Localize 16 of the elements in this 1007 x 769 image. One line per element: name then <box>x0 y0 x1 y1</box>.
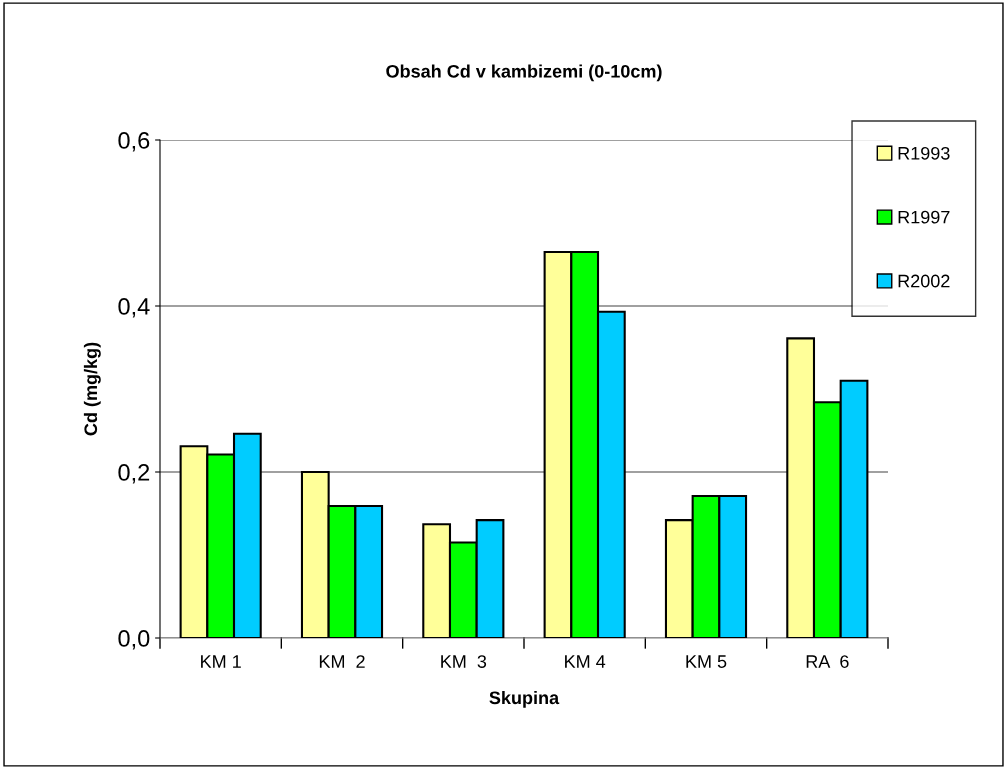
x-tick-label: KM 1 <box>201 655 241 668</box>
y-axis-title: Cd (mg/kg) <box>83 342 101 436</box>
y-tick-label: 0,4 <box>118 298 150 318</box>
x-tick-label: KM 3 <box>441 655 487 668</box>
y-tick-label: 0,0 <box>118 630 150 650</box>
chart-title: Obsah Cd v kambizemi (0-10cm) <box>386 64 662 82</box>
x-tick-label: KM 4 <box>565 655 606 668</box>
x-tick-label: KM 2 <box>319 655 365 668</box>
legend-label: R2002 <box>898 274 950 288</box>
x-axis-title: Skupina <box>489 690 560 708</box>
y-tick-label: 0,2 <box>118 464 150 484</box>
y-tick-label: 0,6 <box>118 132 150 152</box>
legend-label: R1997 <box>898 210 950 224</box>
x-tick-label: KM 5 <box>686 655 727 668</box>
x-tick-label: RA 6 <box>806 655 849 668</box>
legend-label: R1993 <box>898 146 950 160</box>
